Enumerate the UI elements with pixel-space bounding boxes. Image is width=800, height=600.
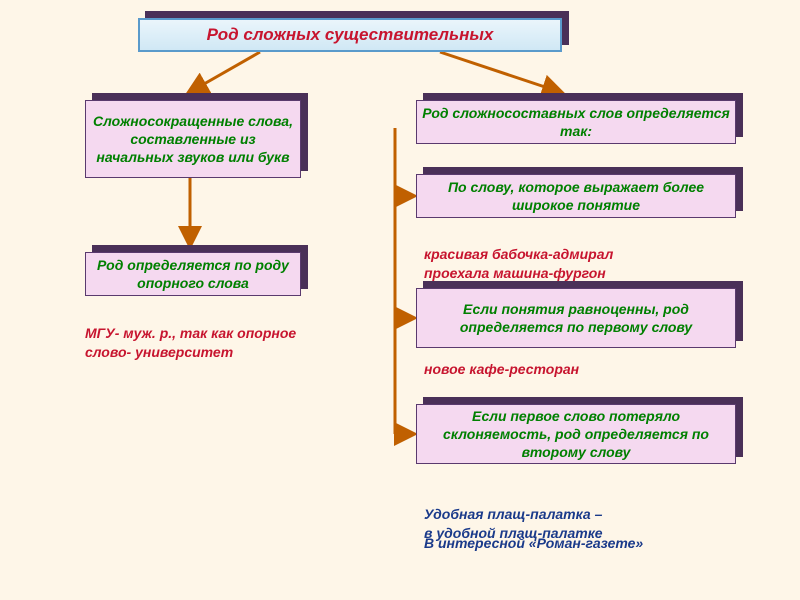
r2-text: По слову, которое выражает более широкое… (421, 178, 731, 214)
left-example-text: МГУ- муж. р., так как опорное слово- уни… (85, 325, 296, 360)
r-ex3b-text: В интересной «Роман-газете» (424, 535, 643, 551)
l2-text: Род определяется по роду опорного слова (90, 256, 296, 292)
right-box-3: Если понятия равноценны, род определяетс… (416, 288, 736, 348)
r1-text: Род сложносоставных слов определяется та… (421, 104, 731, 140)
left-box-1: Сложносокращенные слова, составленные из… (85, 100, 301, 178)
right-example-1: красивая бабочка-адмирал проехала машина… (424, 226, 754, 283)
title-box: Род сложных существительных (138, 18, 562, 52)
right-example-2: новое кафе-ресторан (424, 360, 579, 379)
title-text: Род сложных существительных (207, 25, 494, 45)
l1-text: Сложносокращенные слова, составленные из… (90, 112, 296, 167)
right-box-4: Если первое слово потеряло склоняемость,… (416, 404, 736, 464)
right-box-2: По слову, которое выражает более широкое… (416, 174, 736, 218)
right-example-3b: В интересной «Роман-газете» (424, 534, 784, 553)
r-ex1-text: красивая бабочка-адмирал проехала машина… (424, 246, 613, 281)
right-box-1: Род сложносоставных слов определяется та… (416, 100, 736, 144)
r4-text: Если первое слово потеряло склоняемость,… (421, 407, 731, 462)
r-ex2-text: новое кафе-ресторан (424, 361, 579, 377)
left-example: МГУ- муж. р., так как опорное слово- уни… (85, 324, 315, 362)
left-box-2: Род определяется по роду опорного слова (85, 252, 301, 296)
r3-text: Если понятия равноценны, род определяетс… (421, 300, 731, 336)
